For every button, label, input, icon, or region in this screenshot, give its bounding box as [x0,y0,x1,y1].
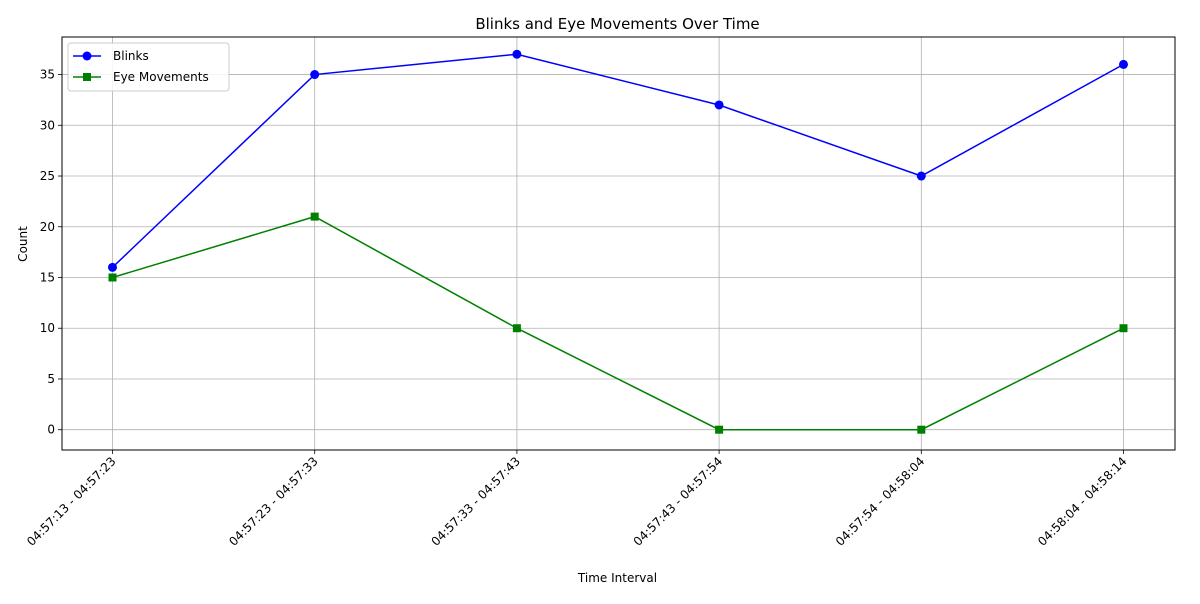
series-layer [108,49,1128,434]
blinks-line [111,53,1124,268]
x-axis-label: Time Interval [577,571,657,585]
y-tick-label: 20 [40,220,55,234]
blinks-point [512,49,522,59]
legend-blinks-label: Blinks [113,49,149,63]
legend-blinks-marker [82,51,92,61]
chart-title: Blinks and Eye Movements Over Time [475,15,759,33]
legend: Blinks Eye Movements [67,42,230,92]
y-tick-label: 0 [47,423,55,437]
y-tick-label: 35 [40,68,55,82]
eye-movements-point [917,425,926,434]
x-tick-label: 04:57:33 - 04:57:43 [428,454,523,549]
y-tick-label: 5 [47,372,55,386]
blinks-point [310,70,320,80]
x-tick-label: 04:57:43 - 04:57:54 [631,454,726,549]
y-tick-label: 15 [40,270,55,284]
eye-movements-point [512,324,521,333]
y-tick-label: 10 [40,321,55,335]
legend-box [67,42,230,92]
x-tick-label: 04:57:13 - 04:57:23 [24,454,119,549]
legend-eye-movements-marker [83,73,91,81]
x-tick-label: 04:57:54 - 04:58:04 [833,454,928,549]
plot-area-frame [61,36,1176,451]
x-tick-label: 04:58:04 - 04:58:14 [1035,454,1130,549]
eye-movements-point [310,212,319,221]
eye-movements-point [1119,324,1128,333]
blinks-point [916,171,926,181]
y-tick-label: 25 [40,169,55,183]
y-tick-label: 30 [40,118,55,132]
axis-layer: 04:57:13 - 04:57:23 04:57:23 - 04:57:33 04… [24,68,1130,549]
eye-movements-line [112,215,1124,431]
grid-lines [62,37,1175,450]
legend-eye-movements-label: Eye Movements [113,70,209,84]
eye-movements-point [108,273,117,282]
blinks-point [714,100,724,110]
x-tick-label: 04:57:23 - 04:57:33 [226,454,321,549]
eye-movements-point [715,425,724,434]
blinks-point [1119,59,1128,69]
blinks-point [108,262,117,272]
y-axis-label: Count [16,226,30,262]
